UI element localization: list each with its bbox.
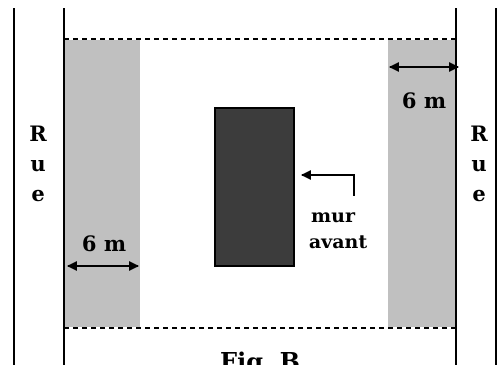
street-label-right-u: u: [471, 151, 486, 176]
left-setback-strip: [65, 40, 140, 327]
front-wall-label-line2: avant: [309, 231, 367, 253]
street-label-right-e: e: [472, 181, 485, 206]
street-label-left-u: u: [30, 151, 45, 176]
street-label-right-r: R: [470, 121, 488, 146]
figure-caption: Fig. B: [220, 347, 300, 365]
front-wall-label-line1: mur: [311, 205, 356, 227]
right-setback-strip: [388, 40, 455, 327]
setback-left-label: 6 m: [82, 231, 126, 256]
street-label-left-e: e: [31, 181, 44, 206]
front-wall-pointer-line: [301, 170, 355, 196]
setback-right-label: 6 m: [402, 88, 446, 113]
street-label-left-r: R: [29, 121, 47, 146]
building: [214, 107, 295, 267]
